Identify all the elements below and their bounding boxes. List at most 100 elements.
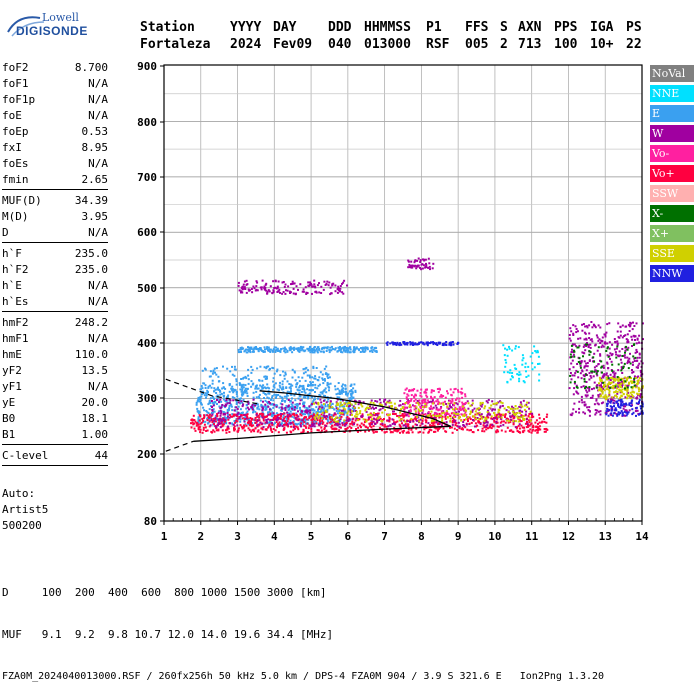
- param-value: 34.39: [74, 194, 108, 207]
- echo-point: [473, 415, 476, 418]
- echo-point: [606, 383, 609, 386]
- echo-point: [481, 416, 484, 419]
- echo-point: [585, 373, 587, 376]
- echo-point: [429, 400, 432, 403]
- echo-point: [437, 422, 440, 425]
- echo-point: [608, 390, 611, 393]
- echo-point: [437, 403, 439, 406]
- echo-point: [215, 367, 218, 370]
- echo-point: [314, 383, 317, 386]
- echo-point: [437, 427, 439, 430]
- echo-point: [216, 415, 219, 418]
- echo-point: [621, 388, 624, 391]
- echo-point: [258, 379, 261, 382]
- echo-point: [481, 427, 484, 430]
- echo-point: [545, 427, 548, 430]
- echo-point: [378, 426, 381, 429]
- echo-point: [337, 346, 340, 349]
- echo-point: [352, 405, 355, 408]
- echo-point: [316, 412, 319, 415]
- echo-point: [431, 267, 434, 270]
- echo-point: [613, 338, 616, 340]
- echo-point: [304, 286, 307, 289]
- echo-point: [255, 384, 258, 387]
- echo-point: [355, 413, 358, 416]
- echo-point: [432, 343, 435, 346]
- echo-point: [419, 261, 422, 263]
- echo-point: [309, 281, 311, 284]
- echo-point: [570, 356, 572, 359]
- echo-point: [276, 404, 279, 407]
- echo-point: [484, 405, 487, 408]
- echo-point: [226, 367, 229, 370]
- echo-point: [289, 410, 292, 413]
- echo-point: [284, 292, 287, 295]
- echo-point: [244, 349, 247, 352]
- echo-point: [215, 426, 218, 429]
- echo-point: [307, 408, 310, 411]
- echo-point: [577, 346, 580, 349]
- echo-point: [451, 399, 454, 402]
- echo-point: [314, 391, 316, 393]
- echo-point: [436, 388, 439, 390]
- echo-point: [299, 399, 302, 402]
- echo-point: [623, 410, 626, 413]
- echo-point: [339, 346, 341, 348]
- echo-point: [500, 401, 503, 404]
- echo-point: [305, 426, 308, 429]
- echo-point: [242, 377, 244, 380]
- echo-point: [638, 401, 641, 403]
- echo-point: [569, 339, 572, 342]
- echo-point: [597, 324, 600, 327]
- echo-point: [529, 355, 532, 358]
- echo-point: [250, 288, 253, 290]
- echo-point: [492, 408, 494, 411]
- echo-point: [383, 398, 386, 401]
- echo-point: [407, 415, 410, 418]
- echo-point: [385, 425, 388, 428]
- echo-point: [600, 394, 603, 397]
- echo-point: [335, 416, 338, 419]
- hdr-label-ffs: FFS: [465, 20, 489, 35]
- echo-point: [484, 418, 487, 421]
- echo-point: [291, 280, 294, 283]
- echo-point: [502, 420, 505, 423]
- echo-point: [291, 408, 294, 411]
- echo-point: [411, 341, 414, 344]
- echo-point: [598, 389, 600, 392]
- echo-point: [326, 408, 329, 411]
- echo-point: [371, 421, 374, 424]
- echo-point: [589, 343, 592, 346]
- echo-point: [390, 401, 393, 404]
- echo-point: [619, 330, 622, 333]
- echo-point: [606, 354, 609, 357]
- echo-point: [509, 415, 512, 418]
- echo-point: [346, 349, 349, 352]
- echo-point: [235, 383, 238, 386]
- echo-point: [480, 405, 483, 408]
- echo-point: [575, 410, 577, 413]
- echo-point: [444, 396, 447, 399]
- echo-point: [442, 342, 444, 345]
- echo-point: [638, 394, 641, 397]
- echo-point: [437, 414, 440, 417]
- echo-point: [265, 375, 268, 378]
- echo-point: [435, 408, 438, 411]
- echo-point: [225, 399, 228, 401]
- echo-point: [349, 346, 352, 349]
- echo-point: [266, 401, 269, 404]
- echo-point: [571, 348, 573, 351]
- echo-point: [227, 427, 230, 430]
- echo-point: [383, 431, 386, 434]
- echo-point: [237, 401, 240, 404]
- echo-point: [387, 419, 390, 422]
- echo-point: [454, 415, 457, 418]
- echo-point: [370, 347, 373, 350]
- logo-swoosh-icon: [7, 16, 45, 37]
- echo-point: [402, 429, 405, 432]
- param-value: N/A: [88, 226, 108, 239]
- echo-point: [492, 417, 495, 419]
- echo-point: [613, 402, 616, 405]
- hdr-label-station: Station: [140, 20, 195, 35]
- echo-point: [578, 400, 581, 403]
